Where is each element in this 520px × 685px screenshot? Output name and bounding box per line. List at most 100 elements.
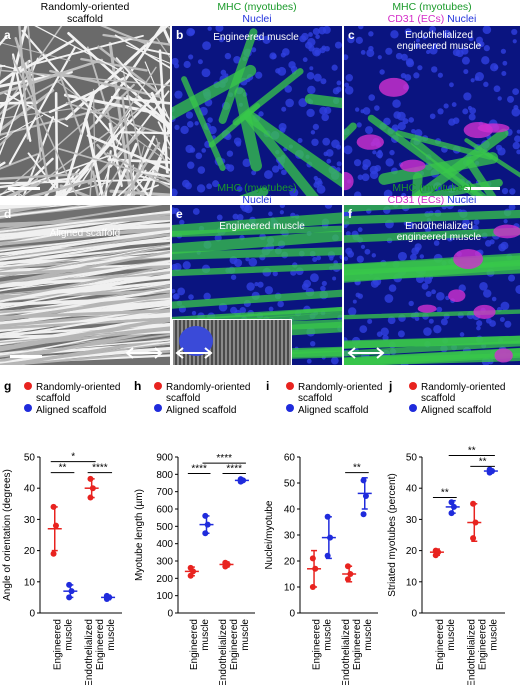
nucleus xyxy=(501,187,509,195)
nucleus xyxy=(173,207,180,215)
nucleus xyxy=(203,292,211,301)
nucleus xyxy=(310,130,316,135)
significance-label: ** xyxy=(441,488,449,499)
nucleus xyxy=(322,137,331,146)
nucleus xyxy=(448,118,456,126)
y-axis-label: Angle of orientation (degrees) xyxy=(2,469,13,601)
fiber xyxy=(0,91,20,109)
y-axis-label: Myotube length (µm) xyxy=(134,489,145,581)
alignment-arrow-f-icon xyxy=(347,347,385,359)
nucleus xyxy=(498,243,507,252)
nucleus xyxy=(393,127,398,132)
myotube xyxy=(181,76,226,171)
nucleus xyxy=(482,26,492,35)
nucleus xyxy=(361,173,370,182)
significance-label: * xyxy=(71,452,75,463)
fiber xyxy=(0,210,170,233)
nucleus xyxy=(312,47,322,57)
nucleus xyxy=(419,254,425,259)
nucleus xyxy=(425,290,432,297)
fiber xyxy=(54,92,59,196)
nucleus xyxy=(367,318,373,324)
nucleus xyxy=(177,287,186,296)
nucleus xyxy=(172,288,176,294)
nucleus xyxy=(245,257,250,262)
nucleus xyxy=(410,253,417,261)
nucleus xyxy=(188,294,194,300)
nucleus xyxy=(356,122,362,128)
nucleus xyxy=(463,92,472,101)
x-category-label: Endothelialized xyxy=(218,619,229,685)
x-category-label: Endothelialized xyxy=(84,619,95,685)
nucleus xyxy=(202,41,211,51)
nucleus xyxy=(495,144,503,151)
nucleus xyxy=(431,289,436,295)
scale-bar-c xyxy=(464,187,500,190)
endothelial-cell xyxy=(473,304,496,319)
nucleus xyxy=(504,320,512,328)
data-point xyxy=(66,594,73,601)
myotube xyxy=(172,230,342,255)
nucleus xyxy=(332,276,337,281)
data-point xyxy=(202,530,209,537)
nucleus xyxy=(321,113,329,122)
nucleus xyxy=(408,300,414,307)
data-point xyxy=(470,535,477,542)
nucleus xyxy=(440,318,448,326)
nucleus xyxy=(452,48,461,57)
nucleus xyxy=(307,85,316,95)
x-category-label: muscle xyxy=(106,619,117,651)
data-point xyxy=(68,588,75,595)
fiber xyxy=(0,236,170,266)
data-point xyxy=(87,475,94,482)
fiber xyxy=(0,223,170,236)
x-category-label: Engineered xyxy=(311,619,322,670)
nucleus xyxy=(359,325,368,334)
nucleus xyxy=(326,158,332,164)
nucleus xyxy=(344,85,354,95)
data-point xyxy=(222,563,229,570)
fiber xyxy=(0,337,170,365)
nucleus xyxy=(264,170,273,179)
myotube xyxy=(464,138,520,178)
nucleus xyxy=(191,310,197,316)
y-axis-label: Nuclei/myotube xyxy=(264,500,275,569)
panel-d-sem-aligned: d Aligned scaffold xyxy=(0,205,170,365)
nucleus xyxy=(310,341,316,347)
nucleus xyxy=(207,117,213,123)
fiber xyxy=(109,90,170,168)
y-tick-label: 0 xyxy=(289,609,295,620)
aligned-fiber-image xyxy=(0,205,170,365)
nucleus xyxy=(414,42,420,49)
nucleus xyxy=(180,125,189,135)
fiber xyxy=(157,121,170,147)
header-b-green: MHC (myotubes) xyxy=(217,1,297,13)
legend-marker xyxy=(154,382,162,390)
nucleus xyxy=(421,282,429,290)
fiber xyxy=(59,74,83,135)
significance-label: **** xyxy=(226,463,242,474)
nucleus xyxy=(256,34,263,41)
nucleus xyxy=(479,282,488,291)
nucleus xyxy=(424,226,431,233)
header-e-green: MHC (myotubes) xyxy=(217,182,297,194)
y-tick-label: 60 xyxy=(284,453,296,464)
nucleus xyxy=(459,332,465,337)
legend-marker xyxy=(154,404,162,412)
fiber xyxy=(8,46,76,165)
y-tick-label: 40 xyxy=(24,484,36,495)
nucleus xyxy=(251,170,257,176)
nucleus xyxy=(406,59,415,68)
nucleus xyxy=(201,68,211,78)
header-b-blue: Nuclei xyxy=(242,13,272,25)
nucleus xyxy=(258,111,264,117)
nucleus xyxy=(513,104,519,110)
legend-marker xyxy=(409,382,417,390)
nucleus xyxy=(264,286,274,295)
nucleus xyxy=(468,36,474,42)
nucleus xyxy=(397,330,405,338)
nucleus xyxy=(233,137,242,146)
fiber xyxy=(141,47,170,56)
x-category-label: muscle xyxy=(489,619,500,651)
